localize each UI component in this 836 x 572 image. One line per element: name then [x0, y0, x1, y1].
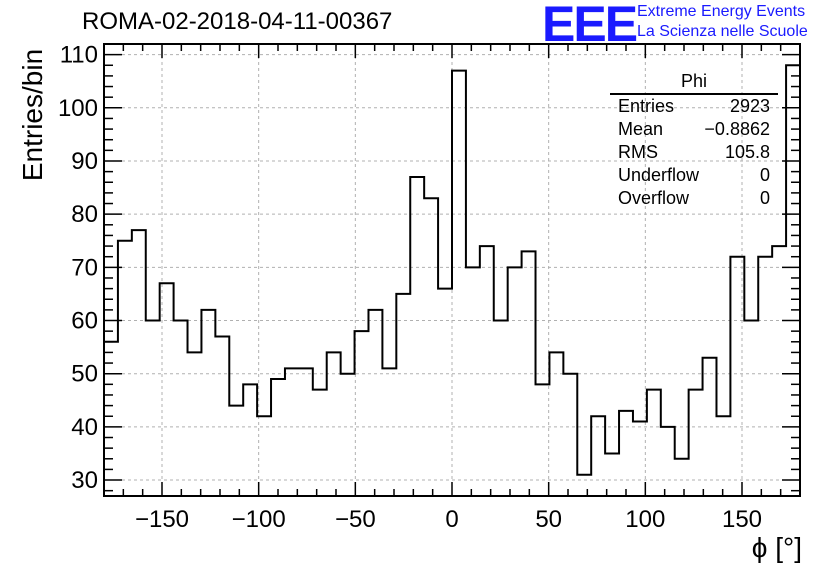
histogram-bin — [327, 352, 341, 496]
stats-value: −0.8862 — [704, 119, 770, 139]
stats-row-overflow: Overflow 0 — [610, 187, 778, 210]
eee-logo-mark: EEE — [542, 0, 638, 52]
histogram-bin — [466, 267, 480, 496]
eee-logo-text: Extreme Energy Events La Scienza nelle S… — [637, 2, 808, 42]
x-tick-label: −100 — [232, 506, 286, 533]
histogram-bin — [229, 406, 243, 496]
histogram-bin — [104, 342, 118, 496]
stats-value: 105.8 — [724, 142, 770, 162]
histogram-bin — [410, 177, 424, 496]
stats-label: Overflow — [618, 188, 690, 208]
y-tick-label: 110 — [60, 42, 98, 69]
stats-label: RMS — [618, 142, 658, 162]
stats-box: Phi Entries 2923 Mean −0.8862 RMS 105.8 … — [610, 70, 778, 210]
histogram-bin — [368, 310, 382, 496]
y-tick-label: 70 — [71, 254, 98, 281]
histogram-bin — [591, 416, 605, 496]
x-axis-label: ϕ [°] — [751, 532, 802, 563]
y-tick-label: 50 — [71, 361, 98, 388]
stats-row-entries: Entries 2923 — [610, 95, 778, 118]
histogram-bin — [716, 416, 730, 496]
histogram-bin — [174, 321, 188, 496]
x-tick-labels: −150 −100 −50 0 50 100 150 — [135, 506, 762, 533]
stats-row-underflow: Underflow 0 — [610, 164, 778, 187]
histogram-bin — [647, 390, 661, 496]
stats-value: 2923 — [729, 96, 770, 116]
y-tick-label: 90 — [71, 148, 98, 175]
histogram-bin — [299, 368, 313, 496]
y-axis-label: Entries/bin — [17, 48, 48, 182]
histogram-bin — [132, 230, 146, 496]
histogram-bin — [522, 251, 536, 496]
histogram-bin — [118, 241, 132, 496]
histogram-bin — [675, 459, 689, 496]
stats-value: 0 — [759, 188, 770, 208]
histogram-bin — [661, 427, 675, 496]
y-tick-label: 30 — [71, 467, 98, 494]
histogram-outline — [104, 64, 800, 476]
logo-line-1: Extreme Energy Events — [637, 3, 806, 20]
histogram-bin — [243, 384, 257, 496]
histogram-bin — [146, 321, 160, 496]
y-tick-label: 80 — [71, 201, 98, 228]
histogram-bin — [424, 198, 438, 496]
histogram-bin — [285, 368, 299, 496]
histogram-bin — [438, 289, 452, 496]
histogram-bin — [758, 257, 772, 496]
histogram-bin — [201, 310, 215, 496]
histogram-bin — [271, 379, 285, 496]
x-tick-label: 0 — [445, 506, 458, 533]
chart-title: ROMA-02-2018-04-11-00367 — [82, 8, 393, 35]
histogram-bin — [160, 283, 174, 496]
logo-line-2: La Scienza nelle Scuole — [637, 23, 808, 40]
y-tick-label: 60 — [71, 308, 98, 335]
histogram-bin — [563, 374, 577, 496]
histogram-bin — [452, 71, 466, 496]
histogram-bin — [508, 267, 522, 496]
histogram-bin — [689, 390, 703, 496]
x-tick-label: 100 — [625, 506, 665, 533]
y-tick-label: 40 — [71, 414, 98, 441]
y-tick-labels: 30 40 50 60 70 80 90 100 110 — [58, 42, 98, 494]
histogram-bin — [703, 358, 717, 496]
stats-label: Entries — [618, 96, 675, 116]
histogram-bin — [382, 368, 396, 496]
x-tick-label: −50 — [335, 506, 376, 533]
histogram-bin — [744, 321, 758, 496]
histogram-bin — [480, 246, 494, 496]
histogram-bin — [786, 65, 800, 496]
stats-row-mean: Mean −0.8862 — [610, 118, 778, 141]
axis-ticks — [103, 43, 801, 496]
histogram-bin — [215, 336, 229, 496]
x-tick-label: 50 — [535, 506, 562, 533]
histogram-bin — [549, 352, 563, 496]
histogram-bin — [355, 331, 369, 496]
x-tick-label: −150 — [135, 506, 189, 533]
histogram-bin — [536, 384, 550, 496]
histogram-bin — [494, 321, 508, 496]
histogram-bin — [619, 411, 633, 496]
x-tick-label: 150 — [722, 506, 762, 533]
histogram-bin — [730, 257, 744, 496]
histogram-bin — [396, 294, 410, 496]
stats-value: 0 — [759, 165, 770, 185]
histogram-bin — [313, 390, 327, 496]
stats-label: Underflow — [618, 165, 700, 185]
histogram-bin — [341, 374, 355, 496]
histogram-bin — [577, 475, 591, 496]
stats-title: Phi — [610, 70, 778, 95]
stats-row-rms: RMS 105.8 — [610, 141, 778, 164]
stats-label: Mean — [618, 119, 664, 139]
histogram-bin — [188, 352, 202, 496]
histogram-bin — [772, 246, 786, 496]
y-tick-label: 100 — [58, 95, 98, 122]
